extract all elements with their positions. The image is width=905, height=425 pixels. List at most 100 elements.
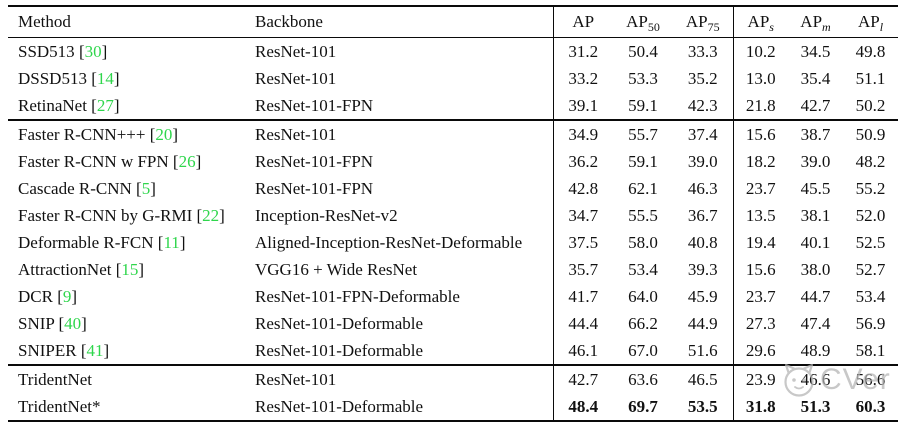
- method-cell: Faster R-CNN by G-RMI [22]: [18, 205, 225, 225]
- metric-cell: 29.6: [745, 340, 776, 360]
- backbone-cell: ResNet-101-Deformable: [253, 393, 554, 421]
- metric-cell: 33.3: [673, 37, 734, 65]
- citation-link[interactable]: 9: [62, 286, 72, 306]
- metric-cell: 40.1: [800, 232, 831, 252]
- metric-cell: 55.7: [628, 124, 658, 144]
- metric-cell: 15.6: [745, 259, 776, 279]
- metric-cell: 50.9: [855, 124, 886, 144]
- metric-cell: 59.1: [628, 95, 658, 115]
- header-row: Method Backbone AP AP50 AP75 APs APm APl: [8, 6, 898, 38]
- metric-cell: 48.9: [800, 340, 831, 360]
- metric-cell: 39.1: [568, 95, 599, 115]
- col-header-ap-large: APl: [857, 12, 884, 34]
- metric-cell: 53.5: [673, 393, 734, 421]
- metric-cell: 66.2: [628, 313, 658, 333]
- method-name: SNIPER: [18, 340, 77, 360]
- metric-cell: 23.7: [745, 178, 776, 198]
- metric-cell: 46.6: [800, 369, 831, 389]
- detection-results-table: Method Backbone AP AP50 AP75 APs APm APl…: [8, 5, 898, 422]
- method-name: TridentNet: [18, 369, 92, 389]
- table-row: Faster R-CNN w FPN [26] ResNet-101-FPN 36.…: [8, 148, 898, 175]
- method-cell: SNIP [40]: [18, 313, 87, 333]
- method-name: Faster R-CNN by G-RMI: [18, 205, 193, 225]
- method-cell: Cascade R-CNN [5]: [18, 178, 156, 198]
- citation-link[interactable]: 5: [141, 178, 151, 198]
- metric-cell: 40.8: [673, 229, 734, 256]
- metric-cell: 58.1: [855, 340, 886, 360]
- table-row: SNIP [40] ResNet-101-Deformable 44.4 66.2 44…: [8, 310, 898, 337]
- metric-cell: 48.4: [568, 396, 599, 416]
- citation-link[interactable]: 11: [163, 232, 180, 252]
- metric-cell: 38.7: [800, 124, 831, 144]
- metric-cell: 59.1: [628, 151, 658, 171]
- table-row: AttractionNet [15] VGG16 + Wide ResNet 35.…: [8, 256, 898, 283]
- metric-cell: 38.1: [800, 205, 831, 225]
- metric-cell: 50.2: [855, 95, 886, 115]
- metric-cell: 35.7: [568, 259, 599, 279]
- metric-cell: 41.7: [568, 286, 599, 306]
- method-cell: DSSD513 [14]: [18, 68, 120, 88]
- metric-cell: 10.2: [745, 41, 776, 61]
- backbone-cell: ResNet-101-FPN: [253, 92, 554, 120]
- metric-cell: 47.4: [800, 313, 831, 333]
- backbone-cell: Aligned-Inception-ResNet-Deformable: [253, 229, 554, 256]
- method-name: TridentNet*: [18, 396, 101, 416]
- method-cell: RetinaNet [27]: [18, 95, 120, 115]
- metric-cell: 64.0: [628, 286, 658, 306]
- table-row: RetinaNet [27] ResNet-101-FPN 39.1 59.1 42.3…: [8, 92, 898, 120]
- metric-cell: 50.4: [628, 41, 658, 61]
- citation-link[interactable]: 26: [178, 151, 196, 171]
- table-row: TridentNet ResNet-101 42.7 63.6 46.5 23.9 46.6…: [8, 365, 898, 393]
- citation-link[interactable]: 22: [202, 205, 220, 225]
- method-name: Faster R-CNN+++: [18, 124, 146, 144]
- metric-cell: 39.3: [673, 256, 734, 283]
- metric-cell: 67.0: [628, 340, 658, 360]
- metric-cell: 35.2: [673, 65, 734, 92]
- citation-link[interactable]: 20: [155, 124, 173, 144]
- citation-link[interactable]: 40: [64, 313, 82, 333]
- citation-link[interactable]: 15: [121, 259, 139, 279]
- col-header-ap: AP: [572, 12, 595, 31]
- table-row: DSSD513 [14] ResNet-101 33.2 53.3 35.2 13.0 35…: [8, 65, 898, 92]
- metric-cell: 49.8: [855, 41, 886, 61]
- col-header-ap50: AP50: [626, 12, 660, 34]
- metric-cell: 19.4: [745, 232, 776, 252]
- citation-link[interactable]: 30: [84, 41, 102, 61]
- metric-cell: 33.2: [568, 68, 599, 88]
- metric-cell: 52.0: [855, 205, 886, 225]
- method-cell: Deformable R-FCN [11]: [18, 232, 186, 252]
- table-row: Faster R-CNN+++ [20] ResNet-101 34.9 55.7 37…: [8, 120, 898, 148]
- citation-link[interactable]: 27: [96, 95, 114, 115]
- table-row: TridentNet* ResNet-101-Deformable 48.4 69.7…: [8, 393, 898, 421]
- metric-cell: 52.7: [855, 259, 886, 279]
- citation-link[interactable]: 41: [86, 340, 104, 360]
- table-row: SSD513 [30] ResNet-101 31.2 50.4 33.3 10.2 34.…: [8, 37, 898, 65]
- metric-cell: 39.0: [800, 151, 831, 171]
- method-cell: AttractionNet [15]: [18, 259, 145, 279]
- metric-cell: 38.0: [800, 259, 831, 279]
- backbone-cell: VGG16 + Wide ResNet: [253, 256, 554, 283]
- citation-link[interactable]: 14: [96, 68, 114, 88]
- metric-cell: 46.1: [568, 340, 599, 360]
- metric-cell: 53.3: [628, 68, 658, 88]
- metric-cell: 42.8: [568, 178, 599, 198]
- table-row: DCR [9] ResNet-101-FPN-Deformable 41.7 64.0…: [8, 283, 898, 310]
- method-name: Deformable R-FCN: [18, 232, 154, 252]
- metric-cell: 63.6: [628, 369, 658, 389]
- backbone-cell: ResNet-101: [253, 120, 554, 148]
- metric-cell: 42.7: [800, 95, 831, 115]
- metric-cell: 23.9: [745, 369, 776, 389]
- metric-cell: 56.9: [855, 313, 886, 333]
- metric-cell: 31.2: [568, 41, 599, 61]
- table-row: Deformable R-FCN [11] Aligned-Inception-R…: [8, 229, 898, 256]
- method-cell: TridentNet*: [8, 393, 253, 421]
- metric-cell: 21.8: [745, 95, 776, 115]
- backbone-cell: ResNet-101-FPN: [253, 175, 554, 202]
- metric-cell: 48.2: [855, 151, 886, 171]
- backbone-cell: ResNet-101-Deformable: [253, 337, 554, 365]
- method-name: SSD513: [18, 41, 75, 61]
- metric-cell: 46.5: [673, 365, 734, 393]
- backbone-cell: ResNet-101-FPN-Deformable: [253, 283, 554, 310]
- table-row: Faster R-CNN by G-RMI [22] Inception-ResN…: [8, 202, 898, 229]
- backbone-cell: ResNet-101: [253, 365, 554, 393]
